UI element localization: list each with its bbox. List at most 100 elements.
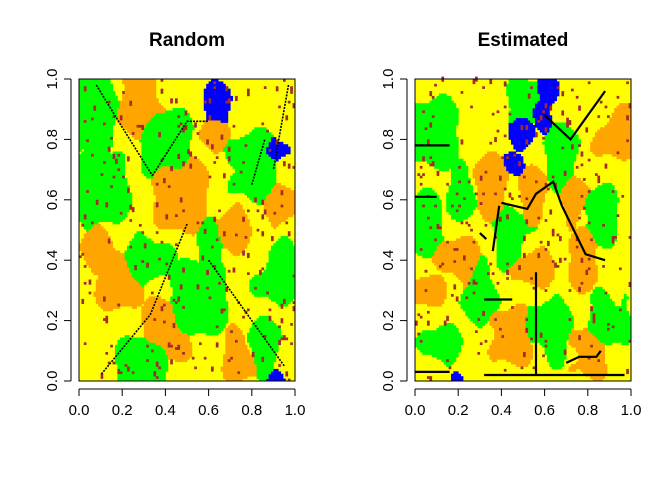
heat-cell-run xyxy=(467,281,493,285)
heat-cell-run xyxy=(590,146,632,150)
heat-cell-run xyxy=(585,199,620,203)
heat-cell-run xyxy=(535,284,550,288)
heat-speckle xyxy=(563,257,567,261)
heat-cell-run xyxy=(554,122,567,126)
heat-cell-run xyxy=(122,91,157,94)
heat-speckle xyxy=(455,209,459,213)
heat-cell-run xyxy=(259,315,269,319)
y-axis-estimated: 0.00.20.40.60.81.0 xyxy=(380,69,408,391)
heat-cell-run xyxy=(415,279,445,283)
heat-cell-run xyxy=(199,226,219,230)
heat-speckle xyxy=(556,233,560,237)
heat-speckle xyxy=(244,236,248,239)
heat-speckle xyxy=(532,366,536,370)
heat-cell-run xyxy=(571,252,596,256)
heat-speckle xyxy=(616,151,620,155)
heat-speckle xyxy=(100,373,104,379)
heat-cell-run xyxy=(494,335,529,338)
heat-cell-run xyxy=(79,219,123,222)
heat-cell-run xyxy=(196,243,224,247)
heat-cell-run xyxy=(494,236,526,239)
heat-cell-run xyxy=(122,95,157,99)
heat-cell-run xyxy=(499,211,519,215)
heat-speckle xyxy=(220,134,224,140)
heat-speckle xyxy=(119,371,123,375)
heat-speckle xyxy=(525,318,529,321)
heat-speckle xyxy=(458,165,461,169)
heat-cell-run xyxy=(141,318,176,321)
heat-cell-run xyxy=(446,202,478,206)
heat-cell-run xyxy=(223,356,255,360)
heat-speckle xyxy=(139,223,142,227)
heat-cell-run xyxy=(124,127,145,131)
heat-cell-run xyxy=(527,117,536,121)
heat-cell-run xyxy=(141,163,185,167)
heat-speckle xyxy=(539,115,543,121)
heat-cell-run xyxy=(83,236,111,239)
heat-cell-run xyxy=(141,144,190,148)
heat-cell-run xyxy=(251,323,277,326)
heat-cell-run xyxy=(518,182,548,186)
heat-speckle xyxy=(491,272,495,275)
heat-cell-run xyxy=(268,373,284,377)
heat-cell-run xyxy=(561,197,586,201)
heat-cell-run xyxy=(83,255,125,259)
heat-cell-run xyxy=(172,306,229,309)
heat-cell-run xyxy=(239,136,272,140)
heat-speckle xyxy=(287,100,291,104)
boundary-line xyxy=(501,179,606,262)
heat-speckle xyxy=(523,236,526,242)
heat-cell-run xyxy=(604,124,632,128)
heat-speckle xyxy=(583,178,586,181)
heat-cell-run xyxy=(527,308,569,312)
heat-speckle xyxy=(453,260,457,263)
heat-cell-run xyxy=(585,223,617,227)
heat-speckle xyxy=(227,98,231,104)
heat-cell-run xyxy=(79,144,113,148)
heat-cell-run xyxy=(496,248,521,251)
heat-speckle xyxy=(268,308,272,312)
heat-cell-run xyxy=(225,342,245,346)
heat-speckle xyxy=(160,306,164,312)
heat-cell-run xyxy=(79,170,125,174)
heat-cell-run xyxy=(225,344,248,348)
heat-speckle xyxy=(484,339,488,343)
heat-cell-run xyxy=(523,207,543,210)
heat-cell-run xyxy=(249,284,296,288)
heat-cell-run xyxy=(415,243,440,247)
heat-cell-run xyxy=(415,127,457,131)
heat-speckle xyxy=(213,216,217,222)
heat-cell-run xyxy=(607,122,632,126)
heat-cell-run xyxy=(184,231,197,235)
heat-speckle xyxy=(506,277,509,280)
heat-cell-run xyxy=(568,228,591,232)
heat-cell-run xyxy=(571,344,605,348)
heat-cell-run xyxy=(117,364,169,367)
heat-cell-run xyxy=(415,296,447,300)
heat-cell-run xyxy=(489,344,533,348)
heat-speckle xyxy=(239,170,243,174)
heat-cell-run xyxy=(155,170,209,174)
heat-cell-run xyxy=(79,165,125,169)
heat-cell-run xyxy=(587,214,617,218)
heat-cell-run xyxy=(477,207,505,210)
heat-speckle xyxy=(427,376,430,379)
heat-cell-run xyxy=(436,356,457,360)
heat-cell-run xyxy=(189,156,197,160)
x-tick-label: 0.8 xyxy=(241,402,262,419)
heat-cell-run xyxy=(573,231,591,235)
heat-cell-run xyxy=(494,330,529,334)
heat-speckle xyxy=(566,117,569,123)
heat-cell-run xyxy=(266,197,296,201)
heat-speckle xyxy=(287,231,291,237)
x-tick-label: 0.0 xyxy=(69,402,90,419)
heat-speckle xyxy=(578,144,581,147)
heat-speckle xyxy=(256,209,260,213)
heat-cell-run xyxy=(508,79,529,82)
heat-cell-run xyxy=(79,214,128,218)
heat-cell-run xyxy=(547,158,577,162)
heat-cell-run xyxy=(81,221,99,225)
heat-speckle xyxy=(544,248,548,251)
heat-speckle xyxy=(172,323,176,329)
heat-cell-run xyxy=(117,342,157,346)
